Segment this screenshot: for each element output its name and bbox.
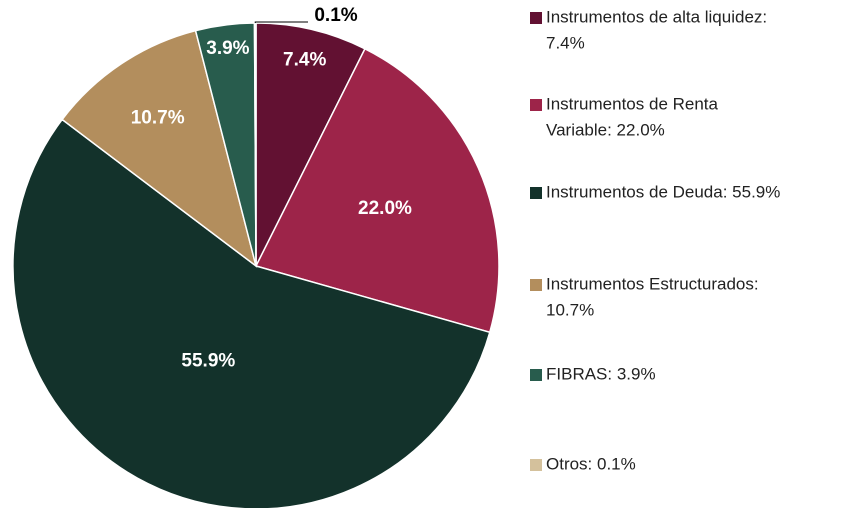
legend-swatch [530,187,542,199]
legend-swatch [530,459,542,471]
legend-label: Instrumentos Estructurados: [546,274,759,293]
legend-swatch [530,279,542,291]
data-label: 3.9% [206,38,249,59]
data-label: 10.7% [131,107,185,128]
leader-line [254,21,308,24]
legend-label: Variable: 22.0% [546,120,665,139]
legend-label: Otros: 0.1% [546,454,636,473]
pie-slice [254,47,500,334]
legend-label: Instrumentos de Renta [546,94,719,113]
legend-label: Instrumentos de Deuda: 55.9% [546,182,780,201]
legend-label: 10.7% [546,300,594,319]
pie-slice [61,29,258,268]
data-label: 0.1% [314,5,357,26]
data-label: 7.4% [283,49,326,70]
legend-label: FIBRAS: 3.9% [546,364,656,383]
legend-swatch [530,12,542,24]
legend-label: Instrumentos de alta liquidez: [546,7,767,26]
legend-swatch [530,369,542,381]
legend-swatch [530,99,542,111]
pie-slice [12,118,491,508]
legend-label: 7.4% [546,33,585,52]
data-label: 22.0% [358,198,412,219]
data-label: 55.9% [181,351,235,372]
pie-slice [255,22,366,267]
